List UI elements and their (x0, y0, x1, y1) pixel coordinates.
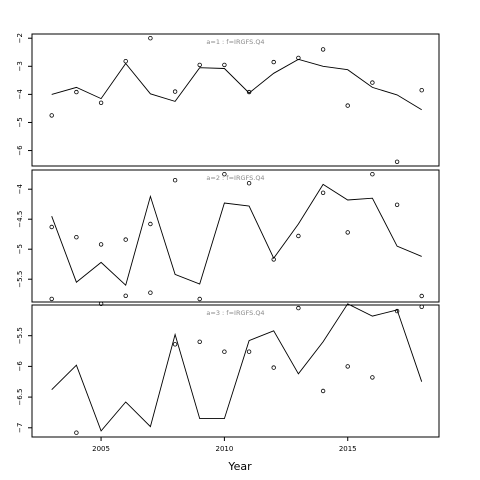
observed-point (246, 349, 252, 354)
observed-point (123, 59, 128, 64)
observed-point (345, 364, 350, 369)
y-tick-label: −6 (16, 361, 24, 372)
observed-point (320, 47, 326, 52)
observed-point (98, 242, 104, 247)
panel-title: a=1 : f=IRGFS.Q4 (206, 38, 264, 46)
observed-point (419, 87, 424, 93)
y-tick-label: −4 (16, 89, 24, 100)
observed-point (123, 237, 128, 242)
y-tick-label: −4.5 (16, 211, 24, 228)
panel-frame (31, 304, 440, 438)
observed-point (296, 233, 301, 239)
y-tick-label: −2 (16, 33, 24, 43)
observed-point (394, 202, 400, 207)
y-tick-label: −5 (16, 117, 24, 127)
model-line (51, 58, 422, 111)
observed-point (345, 230, 350, 235)
observed-point (394, 159, 400, 164)
observed-point (271, 257, 276, 262)
y-tick-label: −4 (16, 183, 24, 194)
observed-point (271, 365, 276, 370)
observed-point (394, 308, 400, 314)
observed-point (370, 80, 375, 85)
panel-title: a=2 : f=IRGFS.Q4 (206, 174, 264, 182)
observed-point (172, 89, 178, 94)
observed-point (296, 55, 301, 61)
observed-point (320, 190, 326, 195)
x-axis: 2005 2010 2015 (92, 437, 357, 453)
x-tick-label: 2015 (339, 445, 357, 453)
observed-point (197, 62, 202, 68)
observed-point (370, 171, 375, 177)
y-tick-label: −5 (16, 244, 24, 254)
observed-point (49, 113, 54, 118)
observed-point (222, 349, 227, 354)
y-tick-label: −6.5 (16, 389, 24, 406)
observed-point (172, 342, 178, 347)
panels: a=1 : f=IRGFS.Q4 −6 −5 −4 −3 −2 a=2 : f=IRGFS.… (16, 33, 440, 438)
observed-point (271, 59, 276, 65)
observed-point (370, 375, 375, 380)
observed-point (197, 296, 202, 302)
model-line (51, 183, 422, 287)
y-tick-label: −7 (16, 423, 24, 433)
panel-1: a=1 : f=IRGFS.Q4 −6 −5 −4 −3 −2 (16, 33, 440, 167)
panel-frame (31, 169, 440, 303)
model-line (51, 303, 423, 432)
observed-point (320, 388, 326, 394)
y-tick-label: −5.5 (16, 271, 24, 288)
panel-3: a=3 : f=IRGFS.Q4 −7 −6.5 −6 −5.5 (16, 290, 440, 438)
observed-point (296, 305, 301, 311)
observed-point (98, 301, 104, 306)
observed-point (197, 339, 202, 344)
panel-2: a=2 : f=IRGFS.Q4 −5.5 −5 −4.5 −4 (16, 169, 440, 303)
observed-point (123, 293, 128, 298)
panel-frame (31, 33, 440, 167)
observed-point (74, 234, 79, 240)
y-tick-label: −5.5 (16, 327, 24, 344)
observed-point (148, 221, 153, 227)
observed-point (345, 103, 350, 108)
observed-point (49, 296, 54, 302)
observed-point (419, 304, 424, 309)
observed-point (74, 89, 79, 95)
observed-point (246, 89, 252, 95)
y-tick-label: −6 (16, 145, 24, 156)
x-tick-label: 2010 (215, 445, 233, 453)
x-tick-label: 2005 (92, 445, 110, 453)
observed-point (419, 293, 424, 299)
observed-point (222, 171, 227, 177)
x-axis-label: Year (227, 460, 252, 473)
observed-point (222, 62, 227, 68)
observed-point (74, 430, 79, 435)
observed-point (172, 177, 178, 183)
observed-point (246, 180, 252, 186)
observed-point (49, 224, 54, 230)
observed-point (148, 290, 153, 295)
panel-title: a=3 : f=IRGFS.Q4 (206, 309, 264, 317)
observed-point (148, 36, 153, 41)
observed-point (98, 100, 104, 105)
y-tick-label: −3 (16, 61, 24, 71)
